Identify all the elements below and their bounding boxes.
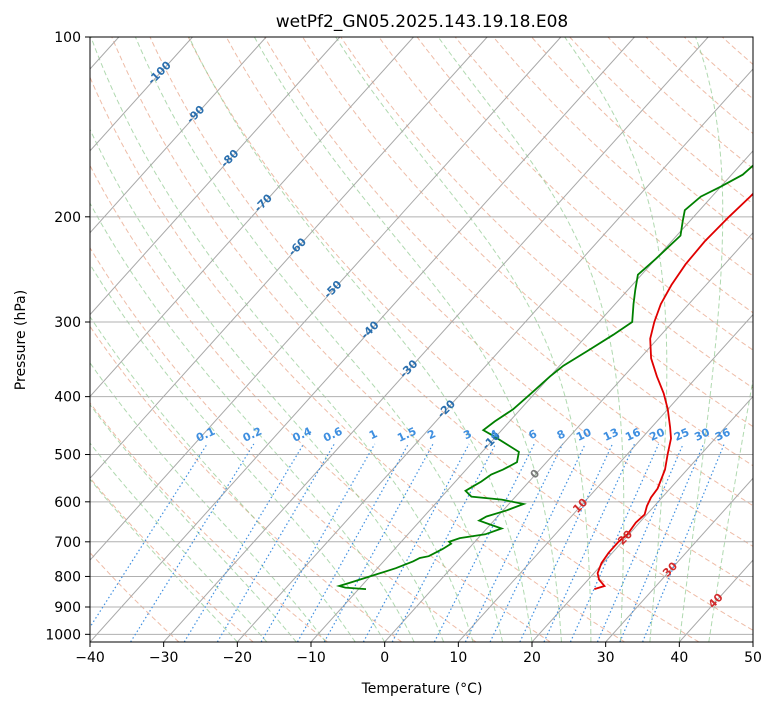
dry-adiabat — [646, 37, 775, 642]
y-axis-label: Pressure (hPa) — [13, 290, 29, 390]
x-tick-label: −30 — [149, 650, 179, 666]
moist-adiabat — [254, 37, 561, 642]
dry-adiabat — [684, 37, 775, 642]
mixing-ratio-label: 13 — [601, 426, 620, 444]
mixing-ratio-line — [620, 444, 704, 642]
moist-adiabat — [0, 37, 385, 642]
y-tick-label: 200 — [54, 210, 81, 226]
isotherm-gridline — [458, 37, 775, 642]
y-tick-label: 900 — [54, 600, 81, 616]
mixing-ratio-label: 0.1 — [194, 425, 217, 445]
y-tick-label: 300 — [54, 315, 81, 331]
isotherm-gridline — [90, 37, 635, 642]
dry-adiabat — [0, 37, 476, 642]
dry-adiabat — [0, 37, 402, 642]
moist-adiabat — [0, 37, 326, 642]
y-tick-label: 100 — [54, 30, 81, 46]
x-tick-label: 0 — [380, 650, 389, 666]
x-tick-label: −40 — [75, 650, 105, 666]
y-tick-label: 1000 — [45, 627, 81, 643]
dry-adiabat — [455, 37, 775, 642]
mixing-ratio-label: 0.4 — [291, 425, 314, 445]
x-tick-label: −20 — [223, 650, 253, 666]
isotherm-gridline — [0, 37, 266, 642]
y-axis-ticks: 100 200 300 400 500 600 700 800 900 1000 — [45, 30, 90, 643]
isotherm-gridline — [0, 37, 414, 642]
y-tick-label: 400 — [54, 390, 81, 406]
mixing-ratio-label: 30 — [692, 425, 712, 443]
isotherm-gridline — [753, 37, 775, 642]
dry-adiabat — [150, 37, 773, 642]
mixing-ratio-line — [131, 444, 254, 642]
mixing-ratio-label: 1 — [367, 427, 379, 442]
dry-adiabat — [570, 37, 775, 642]
moist-adiabat — [0, 37, 237, 642]
line-labels: -100-90-80-70-60-50-40-30-20-10010203040… — [145, 58, 733, 610]
mixing-ratio-label: 6 — [527, 427, 540, 442]
x-tick-label: 50 — [744, 650, 762, 666]
temperature-profile — [594, 37, 775, 589]
moist-adiabat — [0, 37, 296, 642]
isotherm-gridline — [311, 37, 775, 642]
isotherm-gridline — [0, 37, 487, 642]
moist-adiabat — [21, 37, 414, 642]
mixing-ratio-line — [80, 444, 207, 642]
y-tick-label: 500 — [54, 448, 81, 464]
moist-adiabat — [565, 37, 667, 642]
mixing-ratio-line — [261, 444, 375, 642]
mixing-ratio-label: 0.2 — [241, 425, 264, 445]
y-tick-label: 700 — [54, 535, 81, 551]
dry-adiabat — [417, 37, 775, 642]
mixing-ratio-label: 16 — [623, 425, 643, 443]
x-tick-label: 40 — [670, 650, 688, 666]
mixing-ratio-label: 36 — [713, 425, 733, 443]
mixing-ratio-label: 0.6 — [321, 425, 344, 445]
x-axis-label: Temperature (°C) — [361, 681, 483, 697]
x-tick-label: 30 — [597, 650, 615, 666]
mixing-ratio-label: 2 — [425, 427, 437, 442]
dry-adiabat — [0, 37, 327, 642]
chart-title: wetPf2_GN05.2025.143.19.18.E08 — [276, 12, 568, 32]
plot-frame — [90, 37, 753, 642]
mixing-ratio-line — [184, 444, 303, 642]
moist-adiabat — [679, 37, 722, 642]
x-tick-label: −10 — [296, 650, 326, 666]
moist-adiabat — [0, 37, 267, 642]
profile-lines — [339, 37, 775, 589]
moist-adiabat — [0, 37, 355, 642]
y-tick-label: 800 — [54, 569, 81, 585]
dry-adiabat — [36, 37, 551, 642]
y-tick-label: 600 — [54, 495, 81, 511]
moist-adiabat — [53, 37, 443, 642]
mixing-ratio-label: 25 — [672, 426, 691, 444]
mixing-ratio-label: 8 — [555, 427, 567, 442]
dry-adiabat — [265, 37, 775, 642]
dry-adiabat — [303, 37, 775, 642]
dry-adiabat — [226, 37, 775, 642]
mixing-ratio-label: 1.5 — [395, 425, 418, 445]
x-axis-ticks: −40 −30 −20 −10 0 10 20 30 40 50 — [75, 642, 762, 666]
isotherm-gridline — [16, 37, 561, 642]
background-lines — [0, 37, 775, 642]
moist-adiabat — [709, 37, 775, 642]
mixing-ratio-label: 3 — [461, 427, 473, 442]
dewpoint-profile — [339, 37, 775, 589]
x-tick-label: 20 — [523, 650, 541, 666]
x-tick-label: 10 — [449, 650, 467, 666]
dry-adiabat — [608, 37, 775, 642]
mixing-ratio-line — [217, 444, 334, 642]
mixing-ratio-line — [570, 444, 658, 642]
